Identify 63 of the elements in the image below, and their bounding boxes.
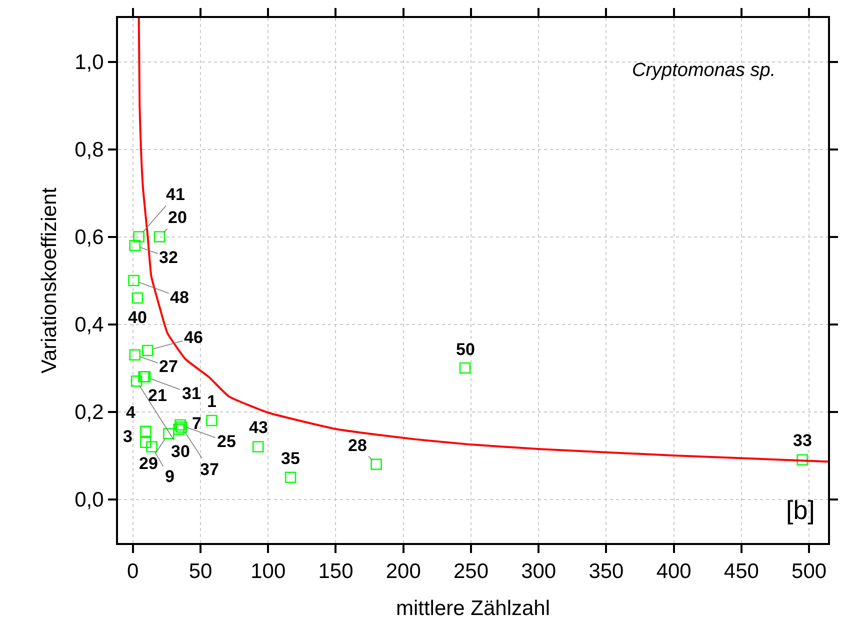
annotation: 31: [182, 384, 201, 403]
x-tick-label: 250: [453, 560, 488, 584]
annotation: Cryptomonas sp.: [632, 60, 776, 81]
point: [133, 231, 144, 242]
annotation: 9: [165, 467, 174, 486]
x-tick-label: 450: [724, 560, 759, 584]
point: [128, 274, 140, 286]
annotation: 43: [249, 418, 268, 437]
point: [163, 428, 174, 440]
annotation: 41: [166, 185, 185, 204]
annotation: 1: [207, 392, 216, 411]
annotation: 21: [148, 386, 167, 405]
annotation: 7: [192, 414, 202, 433]
annotation: 4: [126, 403, 136, 422]
y-axis-title: Variationskoeffizient: [38, 187, 62, 374]
annotation: 48: [170, 288, 189, 307]
annotation: 29: [139, 454, 158, 473]
x-tick-label: 100: [250, 560, 286, 584]
x-tick-label: 300: [521, 560, 556, 584]
x-tick-label: 350: [588, 560, 624, 584]
x-tick-label: 50: [188, 560, 212, 584]
annotation: 27: [159, 357, 178, 376]
annotation: 25: [217, 432, 236, 451]
y-tick-label: 0,2: [74, 401, 104, 424]
x-tick-label: 500: [792, 560, 827, 584]
x-tick-label: 0: [127, 560, 139, 584]
annotation: 28: [348, 436, 367, 455]
y-tick-label: 0,0: [74, 488, 104, 512]
y-tick-label: 1,0: [74, 51, 104, 74]
x-axis-title: mittlere Zählzahl: [396, 596, 550, 620]
annotation: 35: [281, 449, 300, 468]
annotation: 20: [168, 208, 187, 227]
point: [796, 454, 808, 466]
annotation: 37: [200, 460, 219, 479]
point: [132, 292, 144, 304]
annotation: 32: [159, 248, 178, 267]
annotation: 30: [171, 442, 190, 461]
point: [129, 240, 141, 252]
annotation: 33: [793, 431, 812, 450]
point: [173, 424, 185, 435]
point: [142, 344, 154, 356]
annotation: [b]: [786, 495, 815, 525]
annotation: 50: [456, 340, 475, 359]
point: [129, 349, 141, 361]
point: [459, 362, 471, 374]
point: [140, 426, 152, 438]
point: [154, 231, 166, 242]
x-tick-label: 400: [656, 560, 692, 584]
annotation: 3: [123, 427, 132, 446]
point: [130, 375, 142, 387]
point: [146, 441, 158, 452]
x-tick-label: 200: [386, 560, 421, 584]
x-tick-label: 150: [318, 560, 354, 584]
point: [252, 441, 264, 452]
annotation: 40: [128, 308, 147, 327]
y-tick-label: 0,4: [74, 314, 104, 337]
y-tick-label: 0,8: [74, 138, 104, 162]
point: [284, 472, 296, 484]
point: [206, 414, 218, 426]
y-tick-label: 0,6: [74, 226, 104, 250]
point: [140, 436, 152, 448]
point: [370, 458, 382, 470]
annotation: 46: [184, 328, 203, 347]
